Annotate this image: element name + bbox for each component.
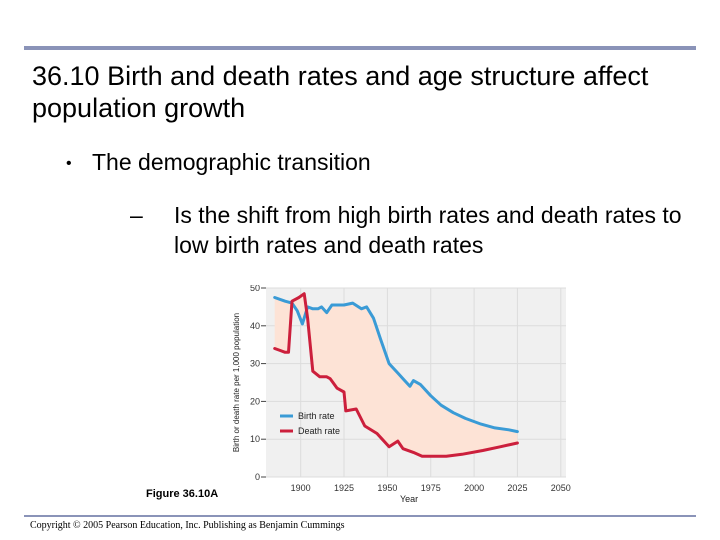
y-tick-label: 40 [250,321,260,331]
sub-bullet-dash: – [130,202,143,228]
series-line-birth-rate [273,296,519,434]
y-tick-label: 50 [250,285,260,293]
y-tick-label: 0 [255,472,260,482]
legend-label: Birth rate [298,411,335,421]
sub-bullet-item: – Is the shift from high birth rates and… [130,200,690,260]
demographic-transition-chart: 0 10 20 30 40 50 1900 1925 1950 1975 2000 2025 2050 B… [232,285,571,504]
x-tick-label: 1975 [421,483,441,493]
y-axis-label: Birth or death rate per 1,000 population [232,313,241,452]
x-tick-label: 2025 [507,483,527,493]
bottom-rule [24,515,696,517]
top-rule [24,46,696,50]
x-axis-label: Year [400,494,418,504]
x-tick-label: 1900 [291,483,311,493]
legend-label: Death rate [298,426,340,436]
series-line-death-rate [273,292,519,458]
figure-label: Figure 36.10A [146,488,219,500]
y-tick-label: 10 [250,434,260,444]
y-tick-label: 30 [250,359,260,369]
bullet-text: The demographic transition [92,149,371,175]
copyright-notice: Copyright © 2005 Pearson Education, Inc.… [30,520,345,531]
bullet-marker: • [66,155,72,172]
x-tick-label: 1950 [377,483,397,493]
x-tick-label: 2000 [464,483,484,493]
y-tick-label: 20 [250,396,260,406]
bullet-item: • The demographic transition [66,148,371,178]
x-tick-label: 1925 [334,483,354,493]
slide-title: 36.10 Birth and death rates and age stru… [32,61,649,123]
x-tick-label: 2050 [551,483,571,493]
sub-bullet-text: Is the shift from high birth rates and d… [174,202,682,258]
